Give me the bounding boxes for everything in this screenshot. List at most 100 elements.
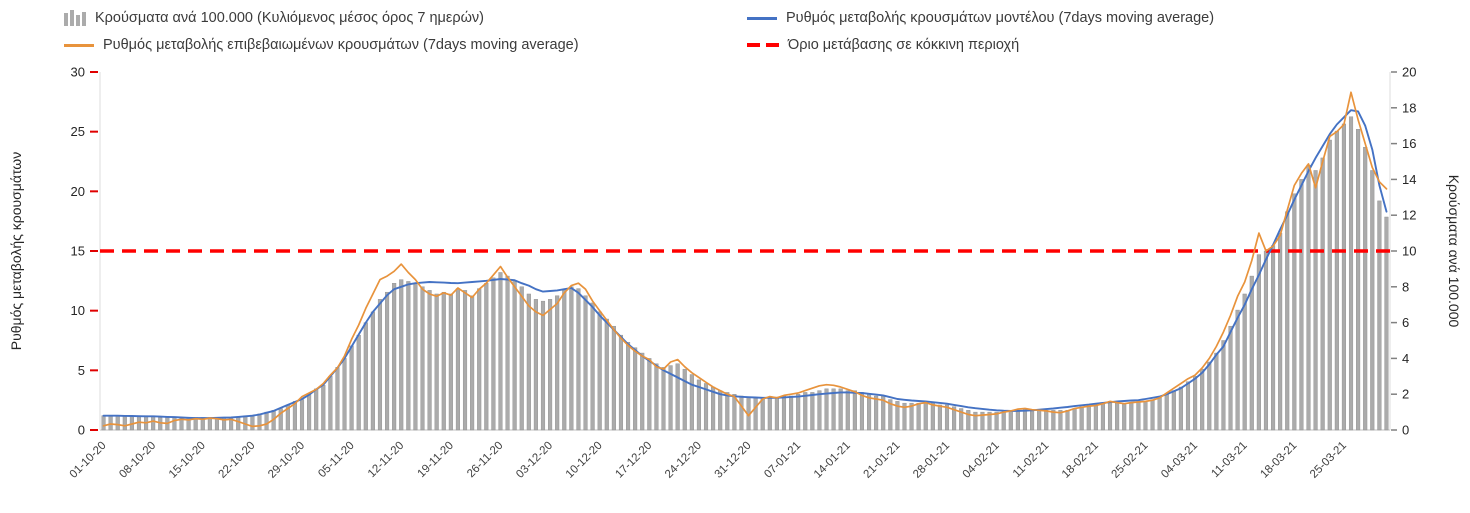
bar xyxy=(909,402,914,431)
left-tick-label: 15 xyxy=(71,244,85,259)
bar xyxy=(264,411,269,431)
bar xyxy=(1185,381,1191,431)
bar xyxy=(959,408,964,431)
bar xyxy=(122,415,127,431)
bar xyxy=(1022,408,1028,431)
gray-bars-swatch-icon xyxy=(64,10,86,26)
bar xyxy=(888,399,893,431)
bar xyxy=(852,390,857,431)
right-tick-label: 0 xyxy=(1402,423,1409,438)
x-tick-label: 24-12-20 xyxy=(663,440,704,481)
bar xyxy=(1341,123,1346,431)
bar xyxy=(838,388,843,431)
bar xyxy=(555,295,560,431)
bar xyxy=(1178,386,1183,431)
bar xyxy=(314,388,319,431)
bar xyxy=(633,347,638,431)
bar xyxy=(994,411,999,431)
bar xyxy=(753,397,758,431)
bar xyxy=(307,394,312,431)
bar xyxy=(1143,401,1148,431)
bar xyxy=(1256,254,1261,431)
x-tick-label: 04-03-21 xyxy=(1159,440,1200,481)
legend-item-cases-per-100k: Κρούσματα ανά 100.000 (Κυλιόμενος μέσος … xyxy=(64,10,484,26)
bar xyxy=(108,415,113,431)
bar xyxy=(427,290,432,431)
bar xyxy=(505,275,510,431)
x-tick-label: 08-10-20 xyxy=(117,440,158,481)
bar xyxy=(1249,275,1254,431)
bar xyxy=(569,286,574,431)
bar xyxy=(363,322,368,431)
bar xyxy=(519,286,524,431)
bar xyxy=(1271,245,1276,431)
bar xyxy=(1200,368,1205,431)
x-tick-label: 25-03-21 xyxy=(1308,440,1349,481)
left-tick-label: 20 xyxy=(71,184,85,199)
bar xyxy=(626,342,631,431)
bar xyxy=(682,368,687,431)
bar xyxy=(973,411,978,431)
bar xyxy=(491,277,496,431)
bar xyxy=(455,288,460,431)
left-tick-label: 5 xyxy=(78,363,85,378)
bar xyxy=(420,286,425,431)
bar xyxy=(1221,340,1226,431)
bar xyxy=(101,415,106,431)
bar xyxy=(923,401,928,431)
left-tick-label: 30 xyxy=(71,65,85,80)
bar xyxy=(1327,139,1332,431)
bar xyxy=(781,395,787,431)
bar xyxy=(711,386,716,431)
right-tick-label: 20 xyxy=(1402,65,1416,80)
bar xyxy=(257,413,262,431)
bar xyxy=(859,392,864,431)
model-line xyxy=(102,109,1388,420)
x-tick-label: 04-02-21 xyxy=(961,440,1002,481)
bar xyxy=(1065,410,1070,431)
bar xyxy=(654,363,659,431)
bar xyxy=(590,302,595,431)
bar xyxy=(399,279,404,431)
bar xyxy=(342,358,347,431)
bar xyxy=(1136,401,1141,431)
bar xyxy=(902,402,907,431)
bar xyxy=(618,334,624,431)
bar xyxy=(356,334,361,431)
x-tick-label: 15-10-20 xyxy=(167,440,208,481)
legend-item-model-rate: Ρυθμός μεταβολής κρουσμάτων μοντέλου (7d… xyxy=(747,10,1214,26)
x-tick-label: 18-02-21 xyxy=(1060,440,1101,481)
bar xyxy=(151,415,156,431)
bar xyxy=(392,283,397,431)
bar xyxy=(1093,404,1098,431)
bar xyxy=(406,281,411,431)
left-tick-label: 0 xyxy=(78,423,85,438)
bar xyxy=(895,401,900,431)
bar xyxy=(1193,376,1198,431)
bar xyxy=(810,392,815,431)
bar xyxy=(250,415,255,431)
bar xyxy=(703,383,709,431)
bar xyxy=(207,417,212,431)
x-tick-label: 11-03-21 xyxy=(1209,440,1249,480)
bar xyxy=(796,394,801,431)
bar xyxy=(540,300,546,431)
bar xyxy=(477,288,482,431)
bar xyxy=(824,388,829,431)
bar xyxy=(1115,402,1120,431)
bar xyxy=(1320,157,1325,431)
bar xyxy=(1129,402,1134,431)
bar xyxy=(1334,130,1339,431)
bar xyxy=(1037,410,1042,431)
right-tick-label: 12 xyxy=(1402,208,1416,223)
bar xyxy=(980,411,985,431)
bar xyxy=(718,390,723,431)
bar xyxy=(597,311,602,431)
x-tick-label: 22-10-20 xyxy=(216,440,257,481)
x-tick-label: 01-10-20 xyxy=(68,440,109,481)
bar xyxy=(1171,390,1176,431)
bar xyxy=(1356,129,1361,431)
x-tick-label: 21-01-21 xyxy=(861,440,902,481)
legend-label-confirmed-rate: Ρυθμός μεταβολής επιβεβαιωμένων κρουσμάτ… xyxy=(103,37,579,53)
bar xyxy=(470,295,475,431)
